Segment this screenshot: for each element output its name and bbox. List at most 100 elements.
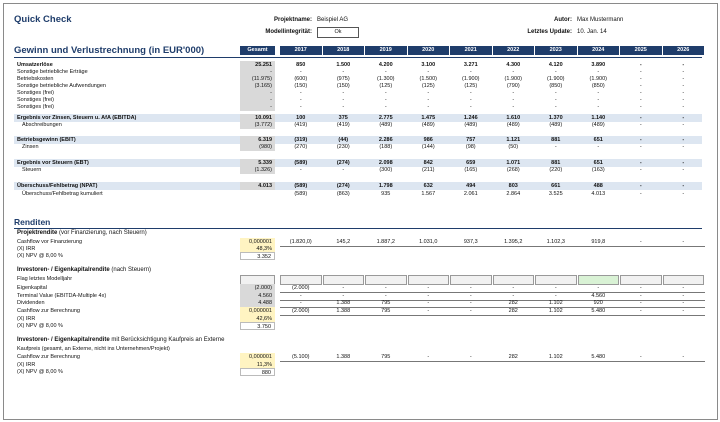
pl-cell: - — [682, 69, 685, 75]
header-year: 2018 — [322, 46, 364, 55]
pl-row-label: Zinsen — [22, 144, 39, 150]
pl-cell: - — [554, 104, 557, 110]
pl-cell: 1.246 — [463, 115, 478, 121]
pl-cell: - — [682, 90, 685, 96]
return-cell: - — [342, 285, 345, 291]
pl-cell: 494 — [466, 183, 476, 189]
purchase-price-note: Kaufpreis (gesamt, an Externe, nicht ins… — [17, 346, 170, 352]
header-year: 2025 — [620, 46, 662, 55]
pl-cell: - — [427, 104, 430, 110]
pl-cell: 4.013 — [591, 191, 606, 197]
pl-cell: 3.271 — [463, 62, 478, 68]
pl-cell: - — [384, 97, 387, 103]
pl-cell: - — [597, 69, 600, 75]
pl-cell: (589) — [294, 183, 308, 189]
pl-row-label: Sonstige betriebliche Erträge — [17, 69, 88, 75]
return-row-label: (X) IRR — [17, 316, 36, 322]
pl-cell: - — [554, 69, 557, 75]
pl-cell: - — [597, 144, 600, 150]
pl-row-total: 5.339 — [240, 159, 275, 167]
return-row-total: 0,000001 — [240, 353, 275, 361]
return-cell: - — [554, 293, 557, 299]
pl-cell: - — [469, 69, 472, 75]
pl-cell: (489) — [506, 122, 520, 128]
pl-cell: - — [512, 104, 515, 110]
return-cell: - — [682, 239, 685, 245]
pl-cell: (274) — [336, 183, 350, 189]
pl-row-label: Abschreibungen — [22, 122, 62, 128]
flag-cell — [450, 275, 492, 285]
pl-cell: (1.900) — [462, 76, 480, 82]
pl-cell: - — [682, 62, 685, 68]
row-underline — [280, 361, 705, 362]
pl-cell: 651 — [593, 160, 603, 166]
proj-return-title: Projektrendite (vor Finanzierung, nach S… — [17, 230, 147, 236]
return-row-total: 4.488 — [240, 299, 275, 307]
return-cell: 1.102,3 — [546, 239, 565, 245]
pl-row-total: - — [240, 68, 275, 76]
pl-cell: (163) — [591, 167, 605, 173]
return-cell: 795 — [381, 308, 391, 314]
pl-cell: 632 — [423, 183, 433, 189]
return-cell: 1.388 — [336, 300, 351, 306]
pl-cell: - — [427, 90, 430, 96]
pl-cell: - — [639, 97, 642, 103]
pl-cell: 1.500 — [336, 62, 351, 68]
return-row-label: (X) NPV @ 8,00 % — [17, 253, 63, 259]
return-cell: - — [299, 293, 302, 299]
pl-row-label: Betriebsgewinn (EBIT) — [17, 137, 76, 143]
return-row-total: 11,3% — [240, 361, 275, 369]
pl-cell: 1.567 — [421, 191, 436, 197]
pl-title-underline — [14, 57, 702, 58]
pl-row-label: Überschuss/Fehlbetrag (NPAT) — [17, 183, 98, 189]
flag-cell — [492, 275, 534, 285]
return-row-total: 0,000001 — [240, 307, 275, 315]
project-value: Beispiel AG — [317, 17, 349, 23]
pl-cell: - — [512, 69, 515, 75]
pl-cell: 935 — [381, 191, 391, 197]
pl-cell: - — [427, 97, 430, 103]
return-row-label: (X) NPV @ 8,00 % — [17, 323, 63, 329]
return-row-label: (X) NPV @ 8,00 % — [17, 369, 63, 375]
pl-row-label: Ergebnis vor Zinsen, Steuern u. AfA (EBI… — [17, 115, 137, 121]
flag-cell — [662, 275, 704, 285]
pl-cell: 881 — [551, 160, 561, 166]
author-value: Max Mustermann — [577, 17, 624, 23]
pl-cell: - — [342, 167, 345, 173]
pl-row-total: 10.091 — [240, 114, 275, 122]
pl-cell: 4.120 — [548, 62, 563, 68]
return-row-label: Eigenkapital — [17, 285, 47, 291]
pl-cell: - — [384, 69, 387, 75]
pl-cell: 3.890 — [591, 62, 606, 68]
pl-cell: (1.500) — [419, 76, 437, 82]
pl-cell: 651 — [593, 137, 603, 143]
pl-cell: (1.900) — [504, 76, 522, 82]
pl-cell: - — [512, 90, 515, 96]
pl-row-total: 25.251 — [240, 61, 275, 69]
pl-cell: (150) — [294, 83, 308, 89]
integrity-label: Modellintegrität: — [265, 29, 312, 35]
header-total[interactable]: Gesamt — [240, 46, 275, 55]
pl-cell: (125) — [379, 83, 393, 89]
return-row-total: 880 — [240, 368, 275, 376]
pl-cell: - — [639, 167, 642, 173]
return-row-label: Terminal Value (EBITDA-Multiple 4x) — [17, 293, 107, 299]
pl-cell: - — [554, 90, 557, 96]
return-cell: 1.102 — [548, 300, 563, 306]
return-cell: - — [682, 285, 685, 291]
pl-cell: 842 — [423, 160, 433, 166]
pl-cell: - — [299, 69, 302, 75]
pl-cell: - — [512, 97, 515, 103]
flag-cell — [620, 275, 662, 285]
return-row-label: Cashflow vor Finanzierung — [17, 239, 83, 245]
return-row-label: (X) IRR — [17, 246, 36, 252]
return-cell: 5.480 — [591, 354, 606, 360]
pl-cell: - — [384, 90, 387, 96]
return-cell: 1.887,2 — [376, 239, 395, 245]
pl-cell: - — [682, 122, 685, 128]
pl-row-total: - — [240, 89, 275, 97]
pl-cell: 1.140 — [591, 115, 606, 121]
header-year: 2017 — [280, 46, 322, 55]
project-label: Projektname: — [273, 17, 312, 23]
row-underline — [280, 246, 705, 247]
